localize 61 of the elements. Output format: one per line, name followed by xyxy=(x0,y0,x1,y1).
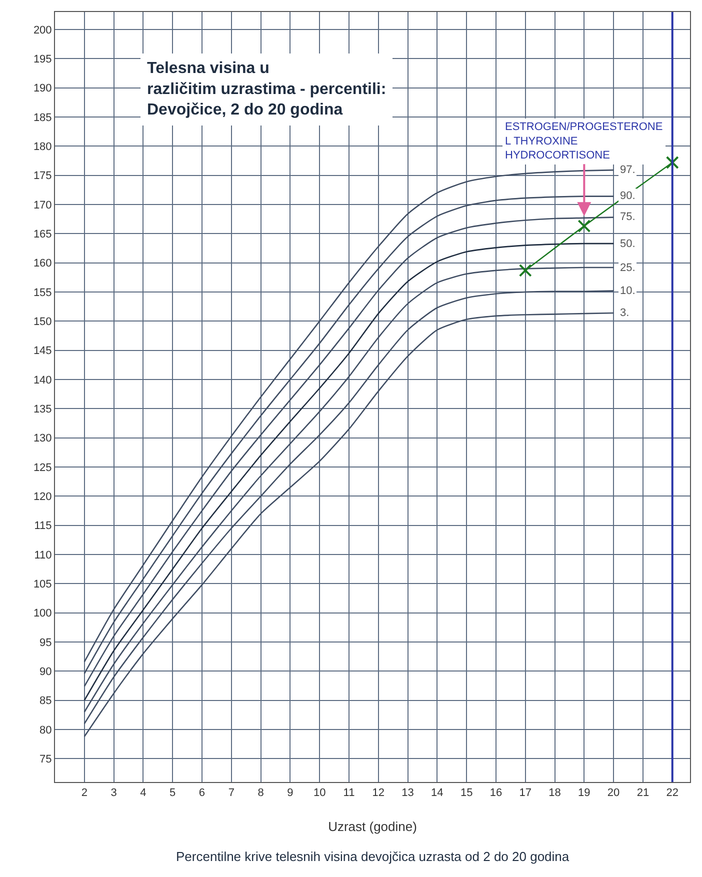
y-tick-label: 95 xyxy=(40,636,52,649)
x-tick-label: 2 xyxy=(81,787,88,800)
x-tick-label: 21 xyxy=(636,787,650,800)
x-tick-label: 5 xyxy=(170,787,176,800)
y-tick-label: 90 xyxy=(40,666,52,678)
y-tick-label: 105 xyxy=(33,578,52,591)
text: Percentilne krive telesnih visina devojčica uzrasta od 2 do 20 godina xyxy=(176,849,570,864)
point xyxy=(666,156,679,169)
x-tick-label: 9 xyxy=(287,787,294,800)
y-tick-label: 185 xyxy=(33,112,52,124)
x-tick-label: 4 xyxy=(140,787,146,800)
y-tick-label: 100 xyxy=(33,608,52,620)
y-tick-label: 120 xyxy=(33,491,52,504)
x-tick-label: 15 xyxy=(460,787,473,800)
x-tick-label: 20 xyxy=(607,787,620,800)
y-tick-label: 200 xyxy=(33,24,52,36)
x-tick-label: 12 xyxy=(372,787,385,800)
y-tick-label: 150 xyxy=(33,316,52,328)
point xyxy=(578,220,591,233)
series-label: 3. xyxy=(620,307,630,319)
series-label: 25. xyxy=(620,262,636,274)
series-label: 90. xyxy=(620,190,636,202)
annotation: ESTROGEN/PROGESTERONE L THYROXINE HYDROCORTISONE xyxy=(505,121,663,162)
y-tick-label: 180 xyxy=(33,141,52,154)
x-tick-label: 10 xyxy=(313,787,326,800)
y-tick-label: 110 xyxy=(34,549,52,562)
x-tick-label: 13 xyxy=(402,787,414,800)
y-tick-label: 145 xyxy=(33,345,52,358)
y-tick-label: 130 xyxy=(33,432,52,445)
point xyxy=(518,264,532,277)
x-tick-label: 11 xyxy=(343,787,355,800)
y-tick-label: 195 xyxy=(33,54,52,66)
x-tick-label: 18 xyxy=(548,787,561,800)
x-axis-title: Uzrast (godine) xyxy=(328,819,417,834)
y-tick-label: 85 xyxy=(40,695,52,708)
series-label: 97. xyxy=(620,164,636,176)
x-tick-label: 6 xyxy=(198,787,206,800)
x-tick-label: 16 xyxy=(490,787,502,800)
series-label: 75. xyxy=(620,211,636,223)
y-tick-label: 175 xyxy=(33,170,52,182)
text: Telesna visina u različitim uzrastima - percentili: Devojčice, 2 do 20 godina xyxy=(147,60,386,119)
y-tick-label: 115 xyxy=(34,520,52,532)
x-tick-label: 8 xyxy=(258,787,264,800)
series-label: 10. xyxy=(620,285,636,297)
y-tick-label: 160 xyxy=(33,258,52,270)
y-tick-label: 190 xyxy=(33,82,52,95)
y-tick-label: 135 xyxy=(33,404,52,416)
x-tick-label: 19 xyxy=(578,787,590,800)
x-tick-label: 22 xyxy=(666,787,678,800)
y-tick-label: 80 xyxy=(40,724,52,736)
x-tick-label: 14 xyxy=(431,787,444,800)
y-tick-label: 140 xyxy=(33,374,52,386)
x-tick-label: 7 xyxy=(228,787,234,800)
y-tick-label: 125 xyxy=(33,462,52,474)
y-tick-label: 170 xyxy=(33,199,52,212)
x-tick-label: 17 xyxy=(519,787,532,800)
y-tick-label: 165 xyxy=(33,228,52,241)
y-tick-label: 155 xyxy=(33,286,52,299)
y-tick-label: 75 xyxy=(40,754,52,766)
x-tick-label: 3 xyxy=(110,787,117,800)
series-label: 50. xyxy=(620,238,636,250)
